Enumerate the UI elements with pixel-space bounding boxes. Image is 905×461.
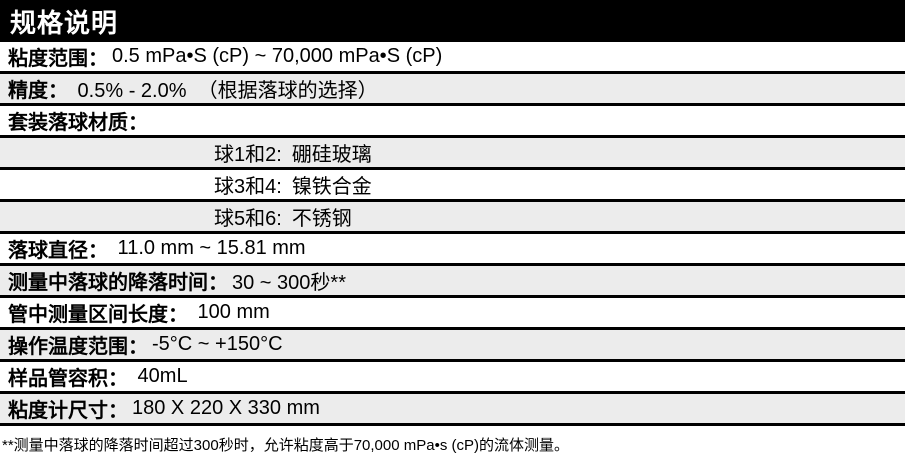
- spec-header: 规格说明: [0, 0, 905, 42]
- spec-label: 精度：: [8, 80, 68, 102]
- spec-value: 40mL: [132, 365, 188, 387]
- spec-value: 镍铁合金: [291, 176, 372, 198]
- spec-label: 粘度计尺寸：: [8, 400, 128, 422]
- spec-row: 套装落球材质：: [0, 106, 905, 138]
- spec-row: 落球直径： 11.0 mm ~ 15.81 mm: [0, 234, 905, 266]
- spec-row: 球3和4: 镍铁合金: [0, 170, 905, 202]
- spec-label: 样品管容积：: [8, 368, 128, 390]
- spec-label: 测量中落球的降落时间：: [8, 272, 228, 294]
- spec-value: 180 X 220 X 330 mm: [132, 397, 320, 419]
- spec-value: -5°C ~ +150°C: [152, 333, 283, 355]
- spec-label: 球5和6:: [214, 208, 282, 230]
- spec-label: 管中测量区间长度：: [8, 304, 188, 326]
- spec-value: 0.5 mPa•S (cP) ~ 70,000 mPa•S (cP): [112, 45, 443, 67]
- spec-row: 球1和2: 硼硅玻璃: [0, 138, 905, 170]
- spec-label: 粘度范围：: [8, 48, 108, 70]
- spec-label: 落球直径：: [8, 240, 108, 262]
- spec-row: 球5和6: 不锈钢: [0, 202, 905, 234]
- spec-label: 套装落球材质：: [8, 112, 148, 134]
- spec-footnote: **测量中落球的降落时间超过300秒时，允许粘度高于70,000 mPa•s (…: [2, 437, 570, 454]
- spec-value: 100 mm: [192, 301, 270, 323]
- spec-row: 粘度范围： 0.5 mPa•S (cP) ~ 70,000 mPa•S (cP): [0, 42, 905, 74]
- spec-row: 测量中落球的降落时间： 30 ~ 300秒**: [0, 266, 905, 298]
- spec-row: 操作温度范围： -5°C ~ +150°C: [0, 330, 905, 362]
- spec-table: 粘度范围： 0.5 mPa•S (cP) ~ 70,000 mPa•S (cP)…: [0, 42, 905, 426]
- spec-row: 粘度计尺寸： 180 X 220 X 330 mm: [0, 394, 905, 426]
- spec-label: 球1和2:: [214, 144, 282, 166]
- spec-label: 球3和4:: [214, 176, 282, 198]
- spec-title: 规格说明: [10, 7, 119, 38]
- spec-value: 11.0 mm ~ 15.81 mm: [112, 237, 306, 259]
- spec-value: 硼硅玻璃: [291, 144, 372, 166]
- spec-value: 0.5% - 2.0% （根据落球的选择）: [72, 80, 378, 102]
- spec-label: 操作温度范围：: [8, 336, 148, 358]
- spec-value: 不锈钢: [291, 208, 352, 230]
- spec-value: 30 ~ 300秒**: [232, 272, 346, 294]
- spec-row: 样品管容积： 40mL: [0, 362, 905, 394]
- spec-row: 管中测量区间长度： 100 mm: [0, 298, 905, 330]
- spec-row: 精度： 0.5% - 2.0% （根据落球的选择）: [0, 74, 905, 106]
